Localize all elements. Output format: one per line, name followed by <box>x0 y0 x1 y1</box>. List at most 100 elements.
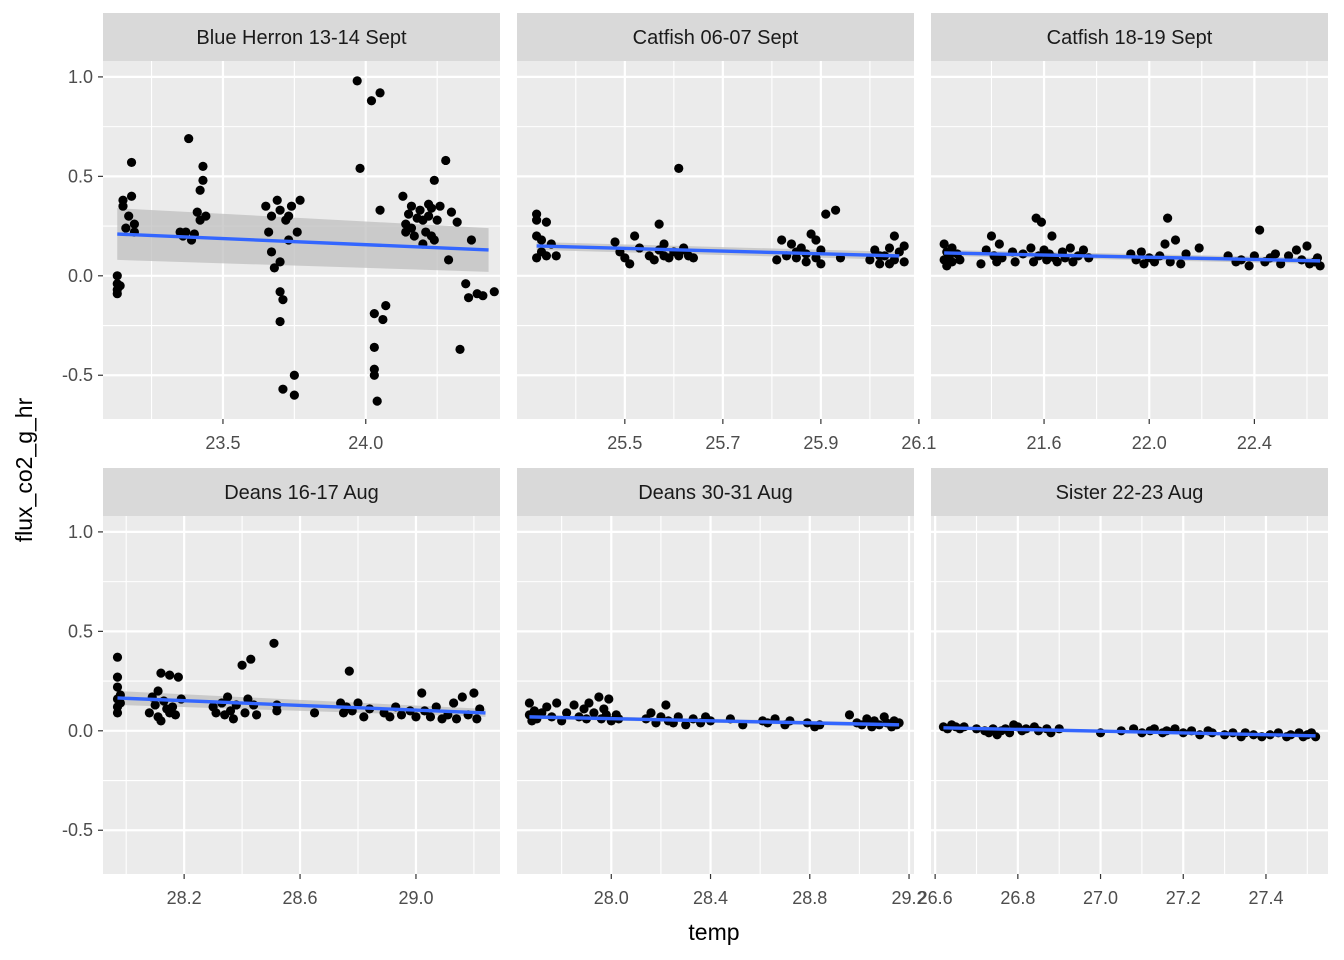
x-tick-label: 26.1 <box>901 433 936 453</box>
data-point <box>541 251 552 261</box>
data-point <box>830 205 841 215</box>
data-point <box>816 259 826 269</box>
x-tick-label: 25.9 <box>803 433 838 453</box>
data-point <box>195 215 205 225</box>
data-point <box>604 694 614 704</box>
facet-strip <box>931 13 1328 61</box>
data-point <box>688 253 699 263</box>
x-axis-title: temp <box>688 919 739 945</box>
facet-strip-label: Sister 22-23 Aug <box>1056 482 1204 504</box>
facet-panel: Sister 22-23 Aug 26.6 26.8 27.0 27.2 27.4 <box>918 468 1328 908</box>
data-point <box>1160 239 1170 249</box>
data-point <box>309 708 320 718</box>
data-point <box>184 133 194 144</box>
facet-strip <box>103 13 500 61</box>
data-point <box>165 670 175 680</box>
facet-strip-label: Catfish 18-19 Sept <box>1047 27 1213 49</box>
facet-strip-label: Catfish 06-07 Sept <box>633 27 799 49</box>
data-point <box>1163 213 1173 223</box>
data-point <box>275 316 285 327</box>
data-point <box>1255 225 1265 235</box>
data-point <box>994 239 1004 249</box>
data-point <box>786 239 797 249</box>
data-point <box>452 217 462 227</box>
data-point <box>406 223 417 233</box>
data-point <box>1065 243 1075 253</box>
data-point <box>772 255 782 265</box>
data-point <box>266 211 277 221</box>
data-point <box>167 702 178 712</box>
data-point <box>156 668 166 678</box>
facet-panels: Blue Herron 13-14 Sept 23.5 24.0 Catfish 06… <box>103 13 1328 908</box>
y-tick-label: 1.0 <box>68 67 93 87</box>
data-point <box>112 682 123 692</box>
data-point <box>463 293 474 303</box>
data-point <box>344 666 354 676</box>
data-point <box>947 243 957 253</box>
data-point <box>441 155 451 166</box>
data-point <box>1052 257 1062 267</box>
data-point <box>659 239 669 249</box>
data-point <box>423 199 434 209</box>
data-point <box>1139 259 1149 269</box>
data-point <box>112 652 123 662</box>
data-point <box>278 384 288 394</box>
data-point <box>266 247 277 257</box>
data-point <box>569 700 579 710</box>
data-point <box>246 654 256 664</box>
data-point <box>173 672 183 682</box>
data-point <box>359 712 369 722</box>
data-point <box>1136 247 1146 257</box>
data-point <box>269 638 279 648</box>
facet-strip <box>517 468 914 516</box>
data-point <box>366 96 377 106</box>
data-point <box>1283 251 1294 261</box>
y-tick-label: -0.5 <box>62 365 93 385</box>
facet-panel: Catfish 06-07 Sept 25.5 25.7 25.9 26.1 <box>517 13 936 453</box>
y-tick-label: 0.5 <box>68 621 93 641</box>
data-point <box>821 209 831 219</box>
data-point <box>398 191 408 201</box>
data-point <box>198 175 208 185</box>
data-point <box>385 712 395 722</box>
data-point <box>118 195 128 205</box>
data-point <box>375 205 385 215</box>
data-point <box>223 692 233 702</box>
data-point <box>1270 249 1281 259</box>
data-point <box>649 255 659 265</box>
data-point <box>406 201 417 211</box>
data-point <box>352 76 362 86</box>
x-tick-label: 29.2 <box>892 888 927 908</box>
smooth-fit-line <box>117 232 489 252</box>
data-point <box>939 239 949 249</box>
facet-strip-label: Blue Herron 13-14 Sept <box>196 27 407 49</box>
data-point <box>451 714 462 724</box>
facet-strip-label: Deans 30-31 Aug <box>638 482 793 504</box>
data-point <box>489 287 499 297</box>
data-point <box>594 692 604 702</box>
data-point <box>129 219 140 229</box>
data-point <box>435 201 445 211</box>
data-point <box>423 211 434 221</box>
data-point <box>353 698 363 708</box>
facet-strip <box>931 468 1328 516</box>
data-point <box>251 710 262 720</box>
data-point <box>126 191 137 201</box>
data-point <box>541 217 552 227</box>
x-tick-label: 29.0 <box>398 888 433 908</box>
data-point <box>156 716 166 726</box>
y-axis: -0.5 0.0 0.5 1.0 -0.5 0.0 0.5 1.0 <box>62 67 103 840</box>
data-point <box>112 289 122 299</box>
data-point <box>1302 241 1312 251</box>
data-point <box>562 708 572 718</box>
data-point <box>415 205 425 215</box>
data-point <box>355 163 365 173</box>
smooth-fit-line <box>944 251 1321 263</box>
data-point <box>1315 261 1325 271</box>
y-tick-label: 0.0 <box>68 721 93 741</box>
data-point <box>396 710 407 720</box>
data-point <box>589 708 599 718</box>
data-point <box>552 698 562 708</box>
facet-strip <box>103 468 500 516</box>
x-tick-label: 24.0 <box>348 433 383 453</box>
